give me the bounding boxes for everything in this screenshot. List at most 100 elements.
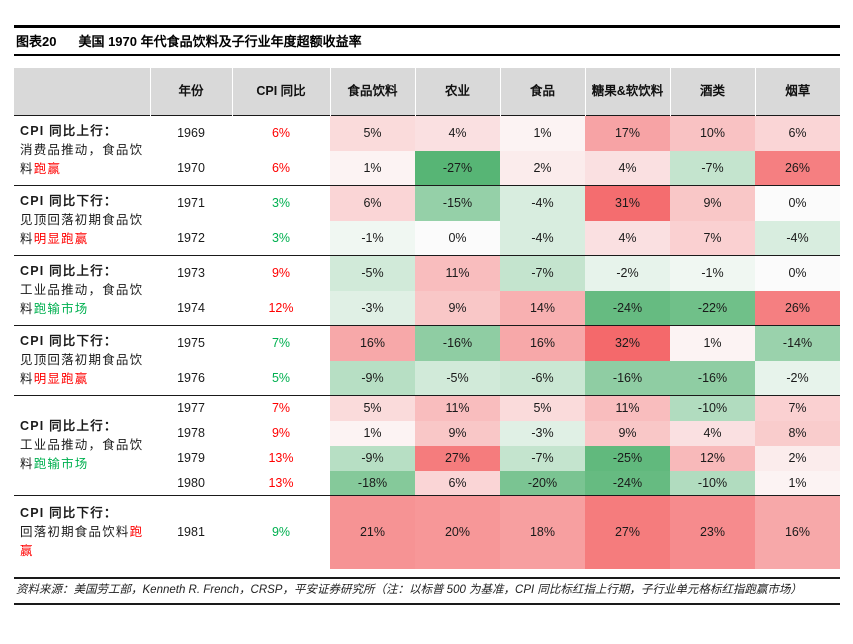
- heat-cell: 0%: [755, 255, 840, 291]
- heat-cell: 10%: [670, 115, 755, 151]
- heat-cell: 20%: [415, 495, 500, 569]
- heat-cell: 9%: [670, 185, 755, 221]
- heat-cell: 4%: [585, 150, 670, 186]
- heat-cell: 7%: [755, 395, 840, 421]
- heat-cell: -1%: [670, 255, 755, 291]
- heat-cell: 1%: [330, 150, 415, 186]
- column-header: 酒类: [669, 68, 755, 116]
- heat-cell: -7%: [500, 255, 585, 291]
- heat-cell: -16%: [415, 325, 500, 361]
- heat-cell: 9%: [585, 420, 670, 446]
- heat-cell: -6%: [500, 360, 585, 396]
- heat-cell: 14%: [500, 290, 585, 326]
- figure-label: 图表20: [16, 34, 57, 49]
- year-cell: 1980: [177, 475, 205, 490]
- group-label-heading: CPI 同比下行：: [20, 334, 118, 349]
- heat-cell: -5%: [330, 255, 415, 291]
- table-row: 1972 3% -1% 0% -4% 4% 7% -4%: [14, 220, 840, 256]
- group-label-text: 消费品推动，食品饮料: [20, 143, 144, 176]
- cpi-yoy-cell: 9%: [232, 255, 330, 291]
- heat-cell: 31%: [585, 185, 670, 221]
- table-row: CPI 同比上行： 工业品推动，食品饮料跑输市场 1977 7% 5% 11% 5% 11% -…: [14, 395, 840, 496]
- heat-cell: 16%: [755, 495, 840, 569]
- column-header: 农业: [414, 68, 500, 116]
- group-label-text: 回落初期食品饮料: [20, 524, 130, 539]
- year-cell: 1978: [177, 426, 205, 440]
- heat-cell: 6%: [415, 470, 500, 496]
- group-label: CPI 同比下行： 回落初期食品饮料跑赢: [14, 495, 150, 569]
- year-cell: 1972: [177, 230, 205, 245]
- table-row: CPI 同比上行： 消费品推动，食品饮料跑赢 1969 6% 5% 4% 1% 17% 10% 6…: [14, 115, 840, 186]
- cpi-yoy-cell: 12%: [268, 300, 294, 315]
- heat-cell: -24%: [585, 290, 670, 326]
- heat-cell: -14%: [755, 325, 840, 361]
- cpi-yoy-cell: 13%: [268, 451, 294, 465]
- table-row: 1974 12% -3% 9% 14% -24% -22% 26%: [14, 290, 840, 326]
- source-footnote: 资料来源：美国劳工部，Kenneth R. French，CRSP，平安证券研究…: [14, 576, 840, 605]
- heat-cell: -3%: [500, 420, 585, 446]
- heat-cell: 1%: [330, 420, 415, 446]
- year-cell: 1971: [150, 185, 232, 221]
- heat-cell: 6%: [755, 115, 840, 151]
- year-cell: 1977: [150, 395, 232, 421]
- group-label-highlight: 明显跑赢: [33, 371, 89, 386]
- heat-cell: 5%: [500, 395, 585, 421]
- heat-cell: 2%: [500, 150, 585, 186]
- heat-cell: 6%: [330, 185, 415, 221]
- heat-cell: -15%: [415, 185, 500, 221]
- heat-cell: -2%: [585, 255, 670, 291]
- heat-cell: 32%: [585, 325, 670, 361]
- heat-cell: 7%: [670, 220, 755, 256]
- heat-cell: -20%: [500, 470, 585, 496]
- group-label-heading: CPI 同比上行：: [20, 264, 118, 279]
- table-row: CPI 同比下行： 见顶回落初期食品饮料明显跑赢 1975 7% 16% -16% 16% 3…: [14, 325, 840, 396]
- heat-cell: 27%: [585, 495, 670, 569]
- group-label-highlight: 明显跑赢: [33, 231, 89, 246]
- heat-cell: 27%: [415, 445, 500, 471]
- heat-cell: -10%: [670, 395, 755, 421]
- heat-cell: -25%: [585, 445, 670, 471]
- heat-cell: 12%: [670, 445, 755, 471]
- column-header: CPI 同比: [231, 68, 330, 116]
- group-label-heading: CPI 同比上行：: [20, 419, 118, 434]
- group-label-heading: CPI 同比下行：: [20, 194, 118, 209]
- column-header: 糖果&软饮料: [584, 68, 670, 116]
- heat-cell: 8%: [755, 420, 840, 446]
- table-row: 1970 6% 1% -27% 2% 4% -7% 26%: [14, 150, 840, 186]
- heat-cell: -24%: [585, 470, 670, 496]
- heat-cell: 23%: [670, 495, 755, 569]
- heat-cell: 16%: [500, 325, 585, 361]
- heat-cell: 4%: [415, 115, 500, 151]
- heat-cell: 2%: [755, 445, 840, 471]
- excess-return-heatmap-table: 年份 CPI 同比 食品饮料 农业 食品 糖果&软饮料 酒类 烟草 CPI 同比上行： 消费品推…: [14, 68, 840, 569]
- cpi-yoy-cell: 9%: [232, 495, 330, 569]
- heat-cell: 9%: [415, 290, 500, 326]
- group-label-highlight: 跑输市场: [33, 456, 89, 471]
- heat-cell: 4%: [670, 420, 755, 446]
- heat-cell: 5%: [330, 115, 415, 151]
- group-label-highlight: 跑输市场: [33, 301, 89, 316]
- heat-cell: -9%: [330, 360, 415, 396]
- group-label-highlight: 跑赢: [20, 524, 144, 558]
- heat-cell: 1%: [500, 115, 585, 151]
- table-header-row: 年份 CPI 同比 食品饮料 农业 食品 糖果&软饮料 酒类 烟草: [14, 68, 840, 116]
- heat-cell: -7%: [500, 445, 585, 471]
- heat-cell: -5%: [415, 360, 500, 396]
- cpi-yoy-cell: 7%: [232, 395, 330, 421]
- group-label-text: 见顶回落初期食品饮料: [20, 213, 144, 246]
- cpi-yoy-cell: 5%: [271, 370, 291, 385]
- year-cell: 1976: [177, 370, 205, 385]
- heat-cell: -1%: [330, 220, 415, 256]
- heat-cell: 18%: [500, 495, 585, 569]
- heat-cell: 26%: [755, 290, 840, 326]
- cpi-yoy-cell: 3%: [232, 185, 330, 221]
- heat-cell: -7%: [670, 150, 755, 186]
- group-label-text: 工业品推动，食品饮料: [20, 283, 144, 316]
- table-row: 1978 9% 1% 9% -3% 9% 4% 8%: [14, 420, 840, 446]
- heat-cell: -4%: [500, 220, 585, 256]
- heat-cell: 17%: [585, 115, 670, 151]
- heat-cell: 5%: [330, 395, 415, 421]
- heat-cell: 11%: [415, 255, 500, 291]
- table-row: 1979 13% -9% 27% -7% -25% 12% 2%: [14, 445, 840, 471]
- column-header: 烟草: [754, 68, 840, 116]
